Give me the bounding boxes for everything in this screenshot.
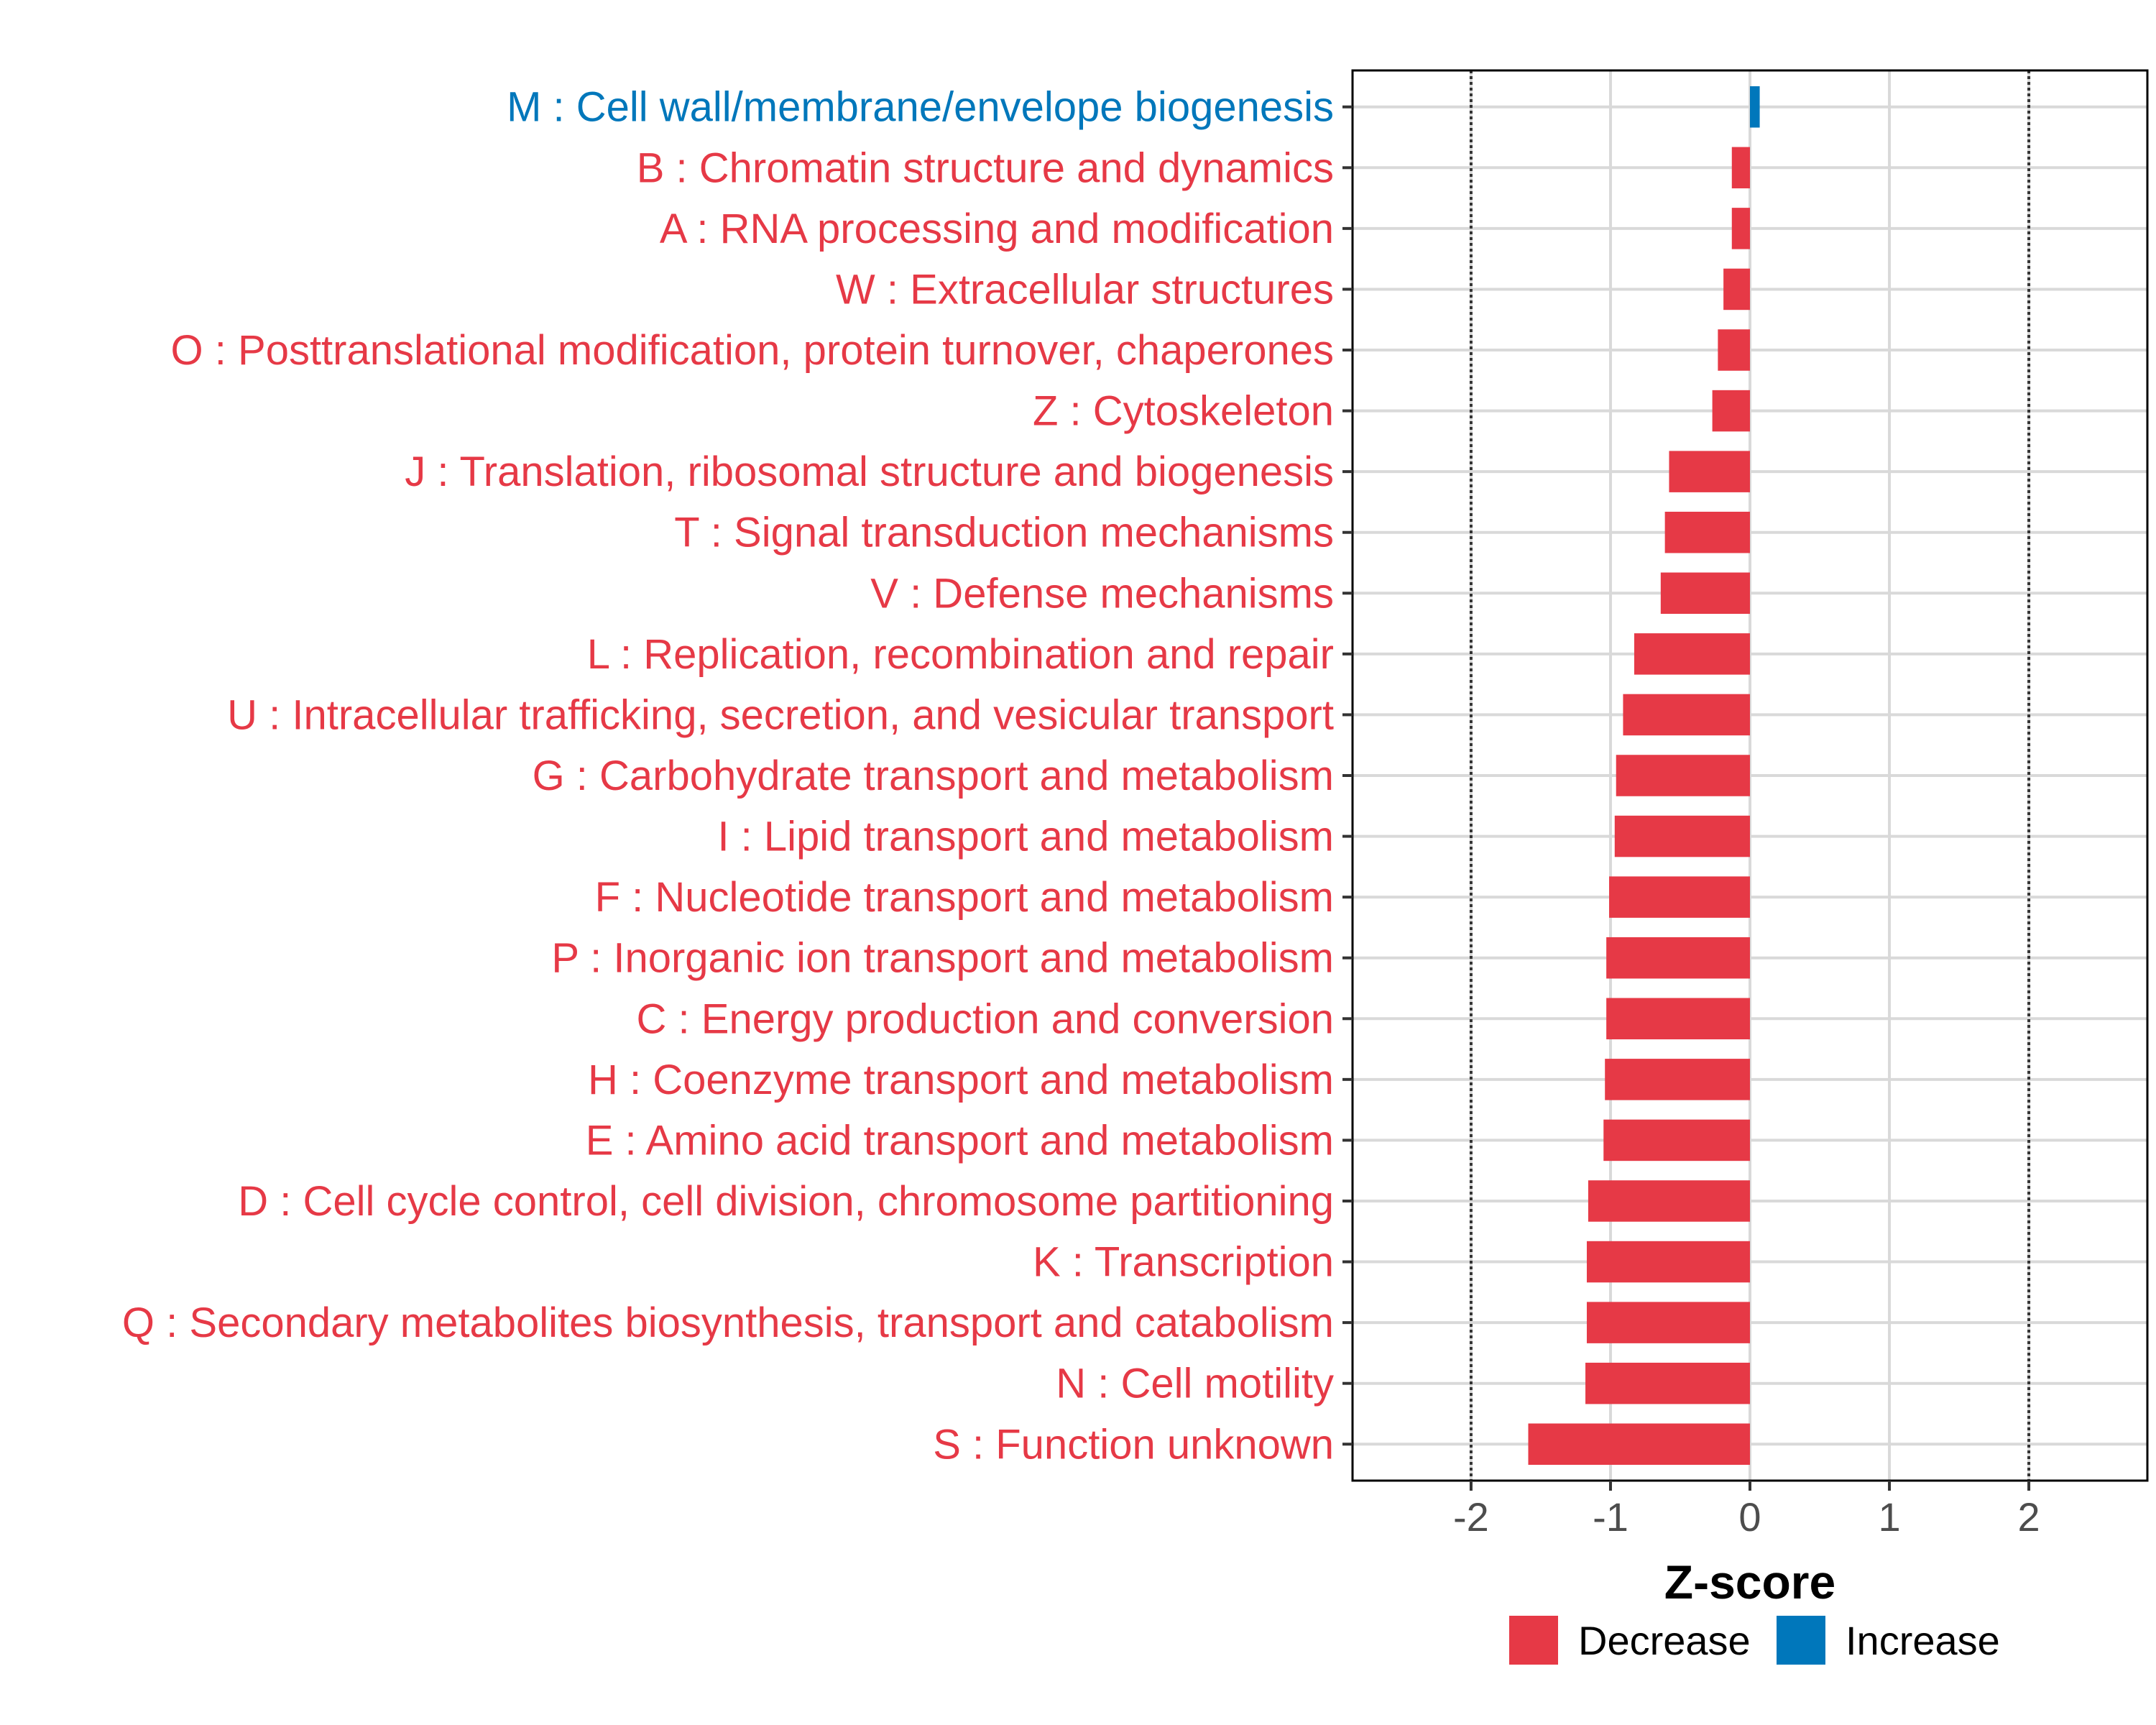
y-axis-ticks: M : Cell wall/membrane/envelope biogenes… xyxy=(122,84,1353,1468)
bar xyxy=(1664,511,1750,553)
bar xyxy=(1616,755,1750,796)
category-label: O : Posttranslational modification, prot… xyxy=(171,327,1334,374)
bar xyxy=(1606,937,1750,979)
x-axis-title: Z-score xyxy=(1664,1555,1835,1609)
category-label: B : Chromatin structure and dynamics xyxy=(637,144,1334,191)
bar xyxy=(1528,1423,1750,1466)
category-label: K : Transcription xyxy=(1033,1239,1334,1286)
bar xyxy=(1634,633,1750,675)
category-label: P : Inorganic ion transport and metaboli… xyxy=(551,935,1334,982)
category-label: Q : Secondary metabolites biosynthesis, … xyxy=(122,1300,1334,1346)
bar xyxy=(1586,1302,1750,1343)
bar xyxy=(1750,86,1760,128)
x-tick-label: 2 xyxy=(2017,1494,2040,1540)
category-label: I : Lipid transport and metabolism xyxy=(717,814,1334,860)
bar xyxy=(1609,876,1750,918)
category-label: J : Translation, ribosomal structure and… xyxy=(405,448,1334,495)
category-label: E : Amino acid transport and metabolism xyxy=(586,1117,1334,1164)
category-label: Z : Cytoskeleton xyxy=(1033,388,1334,435)
x-tick-label: -2 xyxy=(1453,1494,1489,1540)
category-label: G : Carbohydrate transport and metabolis… xyxy=(533,753,1334,799)
bar xyxy=(1723,268,1750,310)
category-label: L : Replication, recombination and repai… xyxy=(587,631,1334,678)
legend-key xyxy=(1777,1616,1825,1665)
x-axis-ticks: -2 -1 0 1 2 xyxy=(1453,1481,2040,1540)
category-label: S : Function unknown xyxy=(933,1421,1334,1468)
bar xyxy=(1606,998,1750,1040)
category-label: U : Intracellular trafficking, secretion… xyxy=(227,691,1334,738)
bar xyxy=(1588,1180,1750,1222)
category-label: N : Cell motility xyxy=(1056,1361,1334,1407)
x-tick-label: -1 xyxy=(1593,1494,1628,1540)
bar xyxy=(1585,1362,1750,1404)
category-label: W : Extracellular structures xyxy=(836,266,1334,313)
bar xyxy=(1623,694,1750,736)
bar xyxy=(1586,1241,1750,1283)
x-tick-label: 0 xyxy=(1738,1494,1761,1540)
legend-key xyxy=(1509,1616,1558,1665)
bar xyxy=(1605,1059,1750,1100)
bar xyxy=(1660,572,1750,615)
bars xyxy=(1528,86,1760,1466)
bar xyxy=(1614,815,1750,857)
category-label: F : Nucleotide transport and metabolism xyxy=(595,874,1334,921)
category-label: D : Cell cycle control, cell division, c… xyxy=(238,1178,1334,1225)
bar xyxy=(1731,147,1750,189)
reference-lines xyxy=(1469,70,2031,1481)
legend-label: Increase xyxy=(1846,1618,2000,1663)
category-label: H : Coenzyme transport and metabolism xyxy=(588,1057,1334,1103)
bar xyxy=(1603,1119,1750,1162)
bar xyxy=(1718,329,1750,371)
category-label: M : Cell wall/membrane/envelope biogenes… xyxy=(507,84,1334,131)
category-label: V : Defense mechanisms xyxy=(870,570,1334,617)
category-label: C : Energy production and conversion xyxy=(637,995,1334,1042)
bar xyxy=(1669,451,1750,492)
legend: Decrease Increase xyxy=(1509,1616,2000,1665)
bar xyxy=(1712,390,1750,432)
category-label: T : Signal transduction mechanisms xyxy=(674,510,1334,556)
x-tick-label: 1 xyxy=(1878,1494,1900,1540)
bar xyxy=(1731,208,1750,249)
category-label: A : RNA processing and modification xyxy=(660,206,1334,252)
legend-label: Decrease xyxy=(1578,1618,1751,1663)
